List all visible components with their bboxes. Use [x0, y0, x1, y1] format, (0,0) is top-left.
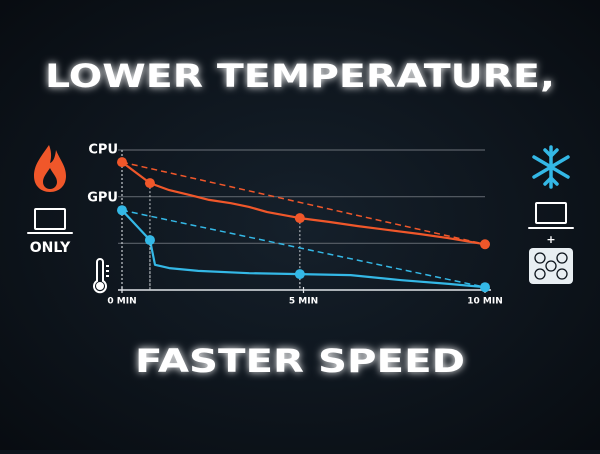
series-label: GPU: [87, 191, 118, 206]
plot: 0 MIN 5 MIN 10 MIN CPU GPU: [87, 143, 503, 307]
thermometer-icon: [93, 258, 109, 294]
data-point: [117, 157, 127, 168]
data-point: [144, 235, 155, 246]
subheadline: FASTER SPEED: [135, 342, 465, 380]
only-label: ONLY: [30, 240, 71, 256]
trend-line: [121, 209, 486, 288]
flame-icon: [34, 145, 66, 192]
x-tick-label: 10 MIN: [467, 297, 503, 307]
plus-label: +: [546, 233, 555, 246]
laptop-icon: [27, 208, 73, 234]
cooling-pad-icon: [529, 248, 573, 284]
trend-line: [121, 161, 486, 245]
headline: LOWER TEMPERATURE,: [45, 57, 555, 95]
data-point: [480, 239, 490, 250]
data-point: [294, 269, 305, 280]
x-tick-label: 0 MIN: [107, 297, 136, 307]
data-point: [480, 282, 490, 293]
data-point: [144, 178, 155, 189]
series-line: [121, 161, 486, 246]
series-line: [121, 209, 486, 289]
laptop-icon-right: [528, 202, 574, 229]
x-tick-label: 5 MIN: [289, 297, 318, 307]
data-point: [117, 205, 127, 216]
snowflake-icon: [532, 145, 570, 189]
data-point: [294, 213, 305, 224]
series-label: CPU: [88, 143, 118, 158]
